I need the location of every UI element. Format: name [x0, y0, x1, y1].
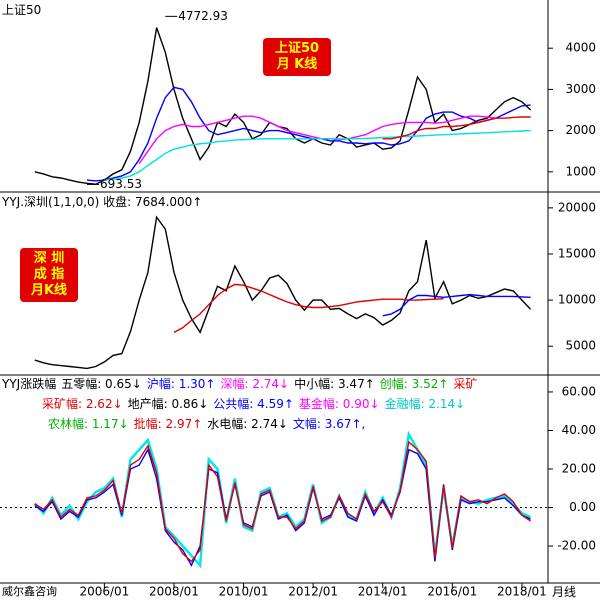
legend-item: 地产幅: 0.86↓	[127, 397, 209, 411]
series-line	[86, 86, 531, 182]
legend-item: 创幅: 3.52↑	[379, 377, 449, 391]
legend-item: 批幅: 2.97↑	[133, 417, 203, 431]
y-tick-label: 3000	[565, 82, 596, 96]
y-tick-label: 5000	[565, 339, 596, 353]
legend-row: YYJ涨跌幅 五零幅: 0.65↓ 沪幅: 1.30↑ 深幅: 2.74↓ 中小幅: 3…	[0, 374, 548, 394]
series-line	[382, 293, 531, 317]
badge-line: 上证50	[274, 41, 320, 56]
legend-item: 采矿幅: 2.62↓	[42, 397, 123, 411]
legend-item: 采矿	[453, 377, 478, 391]
legend-row: 农林幅: 1.17↓ 批幅: 2.97↑ 水电幅: 2.74↓ 文幅: 3.67↑,	[0, 414, 548, 434]
series-line	[34, 440, 531, 563]
legend-item: 公共幅: 4.59↑	[213, 397, 294, 411]
x-tick-label: 2008/01	[149, 585, 199, 599]
period: 月线	[552, 585, 577, 599]
series-line	[104, 129, 531, 181]
y-tick-label: 60.00	[562, 384, 596, 398]
legend-item: 金融幅: 2.14↓	[384, 397, 466, 411]
badge: 上证50 月 K线	[263, 38, 331, 76]
legend-item: 中小幅: 3.47↑	[294, 377, 375, 391]
panel-header: 上证50	[2, 3, 42, 17]
series-line	[33, 430, 532, 569]
legend-row: 采矿幅: 2.62↓ 地产幅: 0.86↓ 公共幅: 4.59↑ 基金幅: 0.90↓…	[0, 394, 548, 414]
y-tick-label: 20000	[558, 200, 596, 214]
badge: 深 圳成 指月K线	[20, 248, 78, 302]
panel-header: YYJ.深圳(1,1,0,0) 收盘: 7684.000↑	[2, 195, 203, 209]
legend-item: YYJ涨跌幅	[2, 377, 57, 391]
y-tick-label: -20.00	[557, 539, 596, 553]
y-tick-label: 40.00	[562, 423, 596, 437]
legend-item: 文幅: 3.67↑,	[292, 417, 366, 431]
y-tick-label: 20.00	[562, 461, 596, 475]
y-tick-label: 4000	[565, 41, 596, 55]
y-tick-label: 0.00	[569, 500, 596, 514]
legend-item: 农林幅: 1.17↓	[48, 417, 129, 431]
badge-line: 月 K线	[276, 57, 318, 72]
badge-line: 月K线	[30, 283, 68, 298]
annotation: 693.53	[100, 177, 142, 191]
legend-item: 五零幅: 0.65↓	[61, 377, 142, 391]
badge-line: 深 圳	[33, 251, 65, 266]
y-tick-label: 2000	[565, 123, 596, 137]
series-line	[34, 215, 532, 370]
series-line	[382, 116, 531, 140]
legend-item: 深幅: 2.74↓	[220, 377, 290, 391]
x-tick-label: 2018/01	[497, 585, 547, 599]
x-tick-label: 2006/01	[79, 585, 129, 599]
annotation: 4772.93	[178, 9, 228, 23]
y-tick-label: 10000	[558, 293, 596, 307]
series-line	[138, 115, 496, 165]
source: 威尔鑫咨询	[2, 585, 57, 598]
x-tick-label: 2010/01	[219, 585, 269, 599]
x-tick-label: 2012/01	[288, 585, 338, 599]
y-tick-label: 15000	[558, 246, 596, 260]
legend-item: 基金幅: 0.90↓	[298, 397, 380, 411]
y-tick-label: 1000	[565, 164, 596, 178]
series-line	[34, 27, 532, 185]
x-tick-label: 2016/01	[427, 585, 477, 599]
series-line	[173, 283, 444, 334]
x-tick-label: 2014/01	[358, 585, 408, 599]
badge-line: 成 指	[33, 267, 65, 282]
legend-item: 沪幅: 1.30↑	[146, 377, 216, 391]
legend-item: 水电幅: 2.74↓	[207, 417, 288, 431]
legend: YYJ涨跌幅 五零幅: 0.65↓ 沪幅: 1.30↑ 深幅: 2.74↓ 中小幅: 3…	[0, 374, 548, 434]
